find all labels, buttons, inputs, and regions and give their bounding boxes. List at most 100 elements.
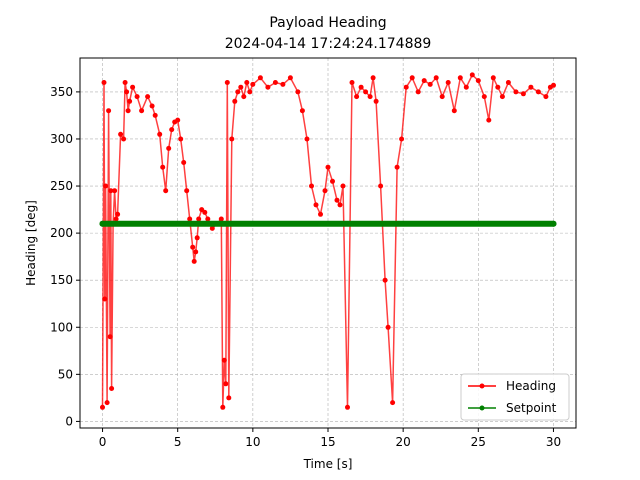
data-point-heading xyxy=(399,136,405,142)
y-tick-label: 100 xyxy=(50,320,73,334)
legend-marker-setpoint xyxy=(479,405,485,411)
data-point-heading xyxy=(100,404,105,410)
data-point-heading xyxy=(433,75,439,81)
data-point-heading xyxy=(104,400,110,406)
data-point-heading xyxy=(149,103,155,109)
data-point-heading xyxy=(373,98,379,104)
plot-area xyxy=(99,72,557,410)
data-point-heading xyxy=(160,164,166,170)
data-point-heading xyxy=(122,80,128,85)
data-point-heading xyxy=(193,249,199,255)
data-point-heading xyxy=(345,404,350,410)
data-point-heading xyxy=(367,94,373,100)
y-axis: 0 50 100 150 200 250 300 350 xyxy=(50,85,80,428)
data-point-heading xyxy=(490,75,496,81)
x-tick-label: 20 xyxy=(396,435,411,449)
data-point-heading xyxy=(190,244,196,250)
data-point-heading xyxy=(463,84,469,90)
data-point-heading xyxy=(528,84,534,90)
chart-title: Payload Heading xyxy=(269,15,386,31)
data-point-heading xyxy=(551,82,556,88)
data-point-heading xyxy=(112,188,118,194)
data-point-heading xyxy=(102,296,108,302)
data-point-heading xyxy=(250,81,256,87)
data-point-heading xyxy=(218,216,224,222)
data-point-heading xyxy=(354,94,360,100)
y-tick-label: 300 xyxy=(50,132,73,146)
data-point-heading xyxy=(244,80,250,85)
data-point-heading xyxy=(125,108,131,114)
data-point-heading xyxy=(223,381,229,387)
data-point-heading xyxy=(280,81,286,87)
data-point-heading xyxy=(224,80,230,85)
data-point-heading xyxy=(194,235,200,241)
data-point-heading xyxy=(313,202,319,208)
data-point-heading xyxy=(505,80,511,85)
data-point-heading xyxy=(486,117,492,123)
data-point-heading xyxy=(513,89,519,95)
data-point-heading xyxy=(445,80,451,85)
data-point-heading xyxy=(543,94,549,100)
data-point-heading xyxy=(520,91,526,97)
data-point-heading xyxy=(358,84,364,90)
y-tick-label: 200 xyxy=(50,226,73,240)
grid xyxy=(80,58,576,428)
data-point-heading xyxy=(495,84,501,90)
data-point-heading xyxy=(427,81,433,87)
data-point-heading xyxy=(535,89,541,95)
data-point-heading xyxy=(378,183,384,189)
data-point-heading xyxy=(415,89,421,95)
x-tick-label: 5 xyxy=(174,435,182,449)
data-point-heading xyxy=(325,164,331,170)
x-tick-label: 15 xyxy=(320,435,335,449)
data-point-heading xyxy=(409,75,415,81)
data-point-heading xyxy=(235,89,241,95)
x-axis-label: Time [s] xyxy=(303,457,353,471)
data-point-heading xyxy=(166,145,172,151)
data-point-heading xyxy=(232,98,238,104)
data-point-heading xyxy=(481,94,487,100)
y-tick-label: 50 xyxy=(58,367,73,381)
data-point-heading xyxy=(109,386,115,391)
data-point-heading xyxy=(101,80,107,85)
data-point-heading xyxy=(134,94,140,100)
data-point-heading xyxy=(181,160,187,165)
data-point-heading xyxy=(403,84,409,90)
data-point-heading xyxy=(394,164,400,170)
legend-label-heading: Heading xyxy=(506,379,556,393)
y-tick-label: 250 xyxy=(50,179,73,193)
data-point-heading xyxy=(187,216,193,222)
data-point-heading xyxy=(220,404,226,410)
data-point-heading xyxy=(309,183,314,189)
y-tick-label: 0 xyxy=(65,414,73,428)
data-point-heading xyxy=(382,277,388,283)
data-point-heading xyxy=(169,127,175,133)
data-point-heading xyxy=(340,183,346,189)
data-point-heading xyxy=(363,89,369,95)
data-point-heading xyxy=(113,216,119,222)
data-point-heading xyxy=(370,75,376,81)
x-tick-label: 0 xyxy=(99,435,107,449)
data-point-heading xyxy=(322,188,328,194)
data-point-setpoint xyxy=(550,220,557,227)
data-point-heading xyxy=(295,89,301,95)
data-point-heading xyxy=(390,400,396,406)
x-tick-label: 30 xyxy=(546,435,561,449)
data-point-heading xyxy=(247,89,253,95)
data-point-heading xyxy=(157,131,163,137)
data-point-heading xyxy=(238,84,244,90)
x-tick-label: 10 xyxy=(245,435,260,449)
data-point-heading xyxy=(421,78,427,84)
data-point-heading xyxy=(304,136,310,142)
data-point-heading xyxy=(209,225,215,231)
data-point-heading xyxy=(115,211,121,217)
x-tick-label: 25 xyxy=(471,435,486,449)
data-point-heading xyxy=(205,216,211,222)
data-point-heading xyxy=(106,108,112,114)
data-point-heading xyxy=(299,108,305,114)
data-point-heading xyxy=(457,75,463,81)
data-point-heading xyxy=(499,94,505,100)
data-point-heading xyxy=(163,188,169,194)
data-point-heading xyxy=(202,209,208,215)
